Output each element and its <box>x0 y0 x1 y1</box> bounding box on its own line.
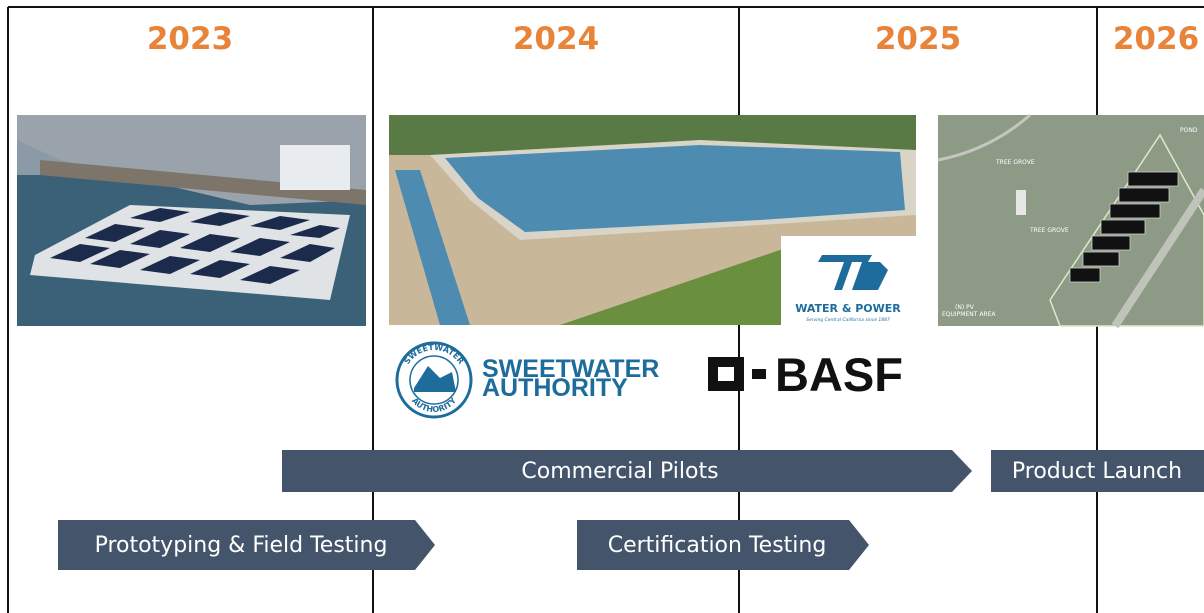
basf-name: BASF <box>775 348 903 401</box>
year: 2024 <box>513 21 599 57</box>
map-label: TREE GROVE <box>1029 227 1069 234</box>
tid-name: WATER & POWER <box>795 302 901 315</box>
phase-label: Product Launch <box>1012 459 1182 484</box>
marina-photo <box>17 115 366 326</box>
phase-label: Commercial Pilots <box>521 459 718 484</box>
map-label: EQUIPMENT AREA <box>942 311 996 318</box>
tid-tagline: Serving Central California since 1887 <box>806 317 890 323</box>
timeline: 2023 2024 2025 2026 WATER <box>0 0 1204 613</box>
sweetwater-logo: SWEETWATER AUTHORITY SWEETWATER AUTHORIT… <box>397 343 659 417</box>
map-label: POND <box>1180 127 1198 134</box>
reservoir-photo: WATER & POWER Serving Central California… <box>389 115 916 325</box>
map-label: TREE GROVE <box>995 159 1035 166</box>
site-map: TREE GROVE TREE GROVE POND (N) PV EQUIPM… <box>938 115 1204 326</box>
year: 2026 <box>1113 21 1199 57</box>
year: 2025 <box>875 21 961 57</box>
phase-label: Prototyping & Field Testing <box>95 533 388 558</box>
basf-logo: BASF <box>708 348 903 401</box>
phase-label: Certification Testing <box>608 533 827 558</box>
sweetwater-line2: AUTHORITY <box>482 374 628 402</box>
year: 2023 <box>147 21 233 57</box>
map-label: (N) PV <box>955 304 975 311</box>
